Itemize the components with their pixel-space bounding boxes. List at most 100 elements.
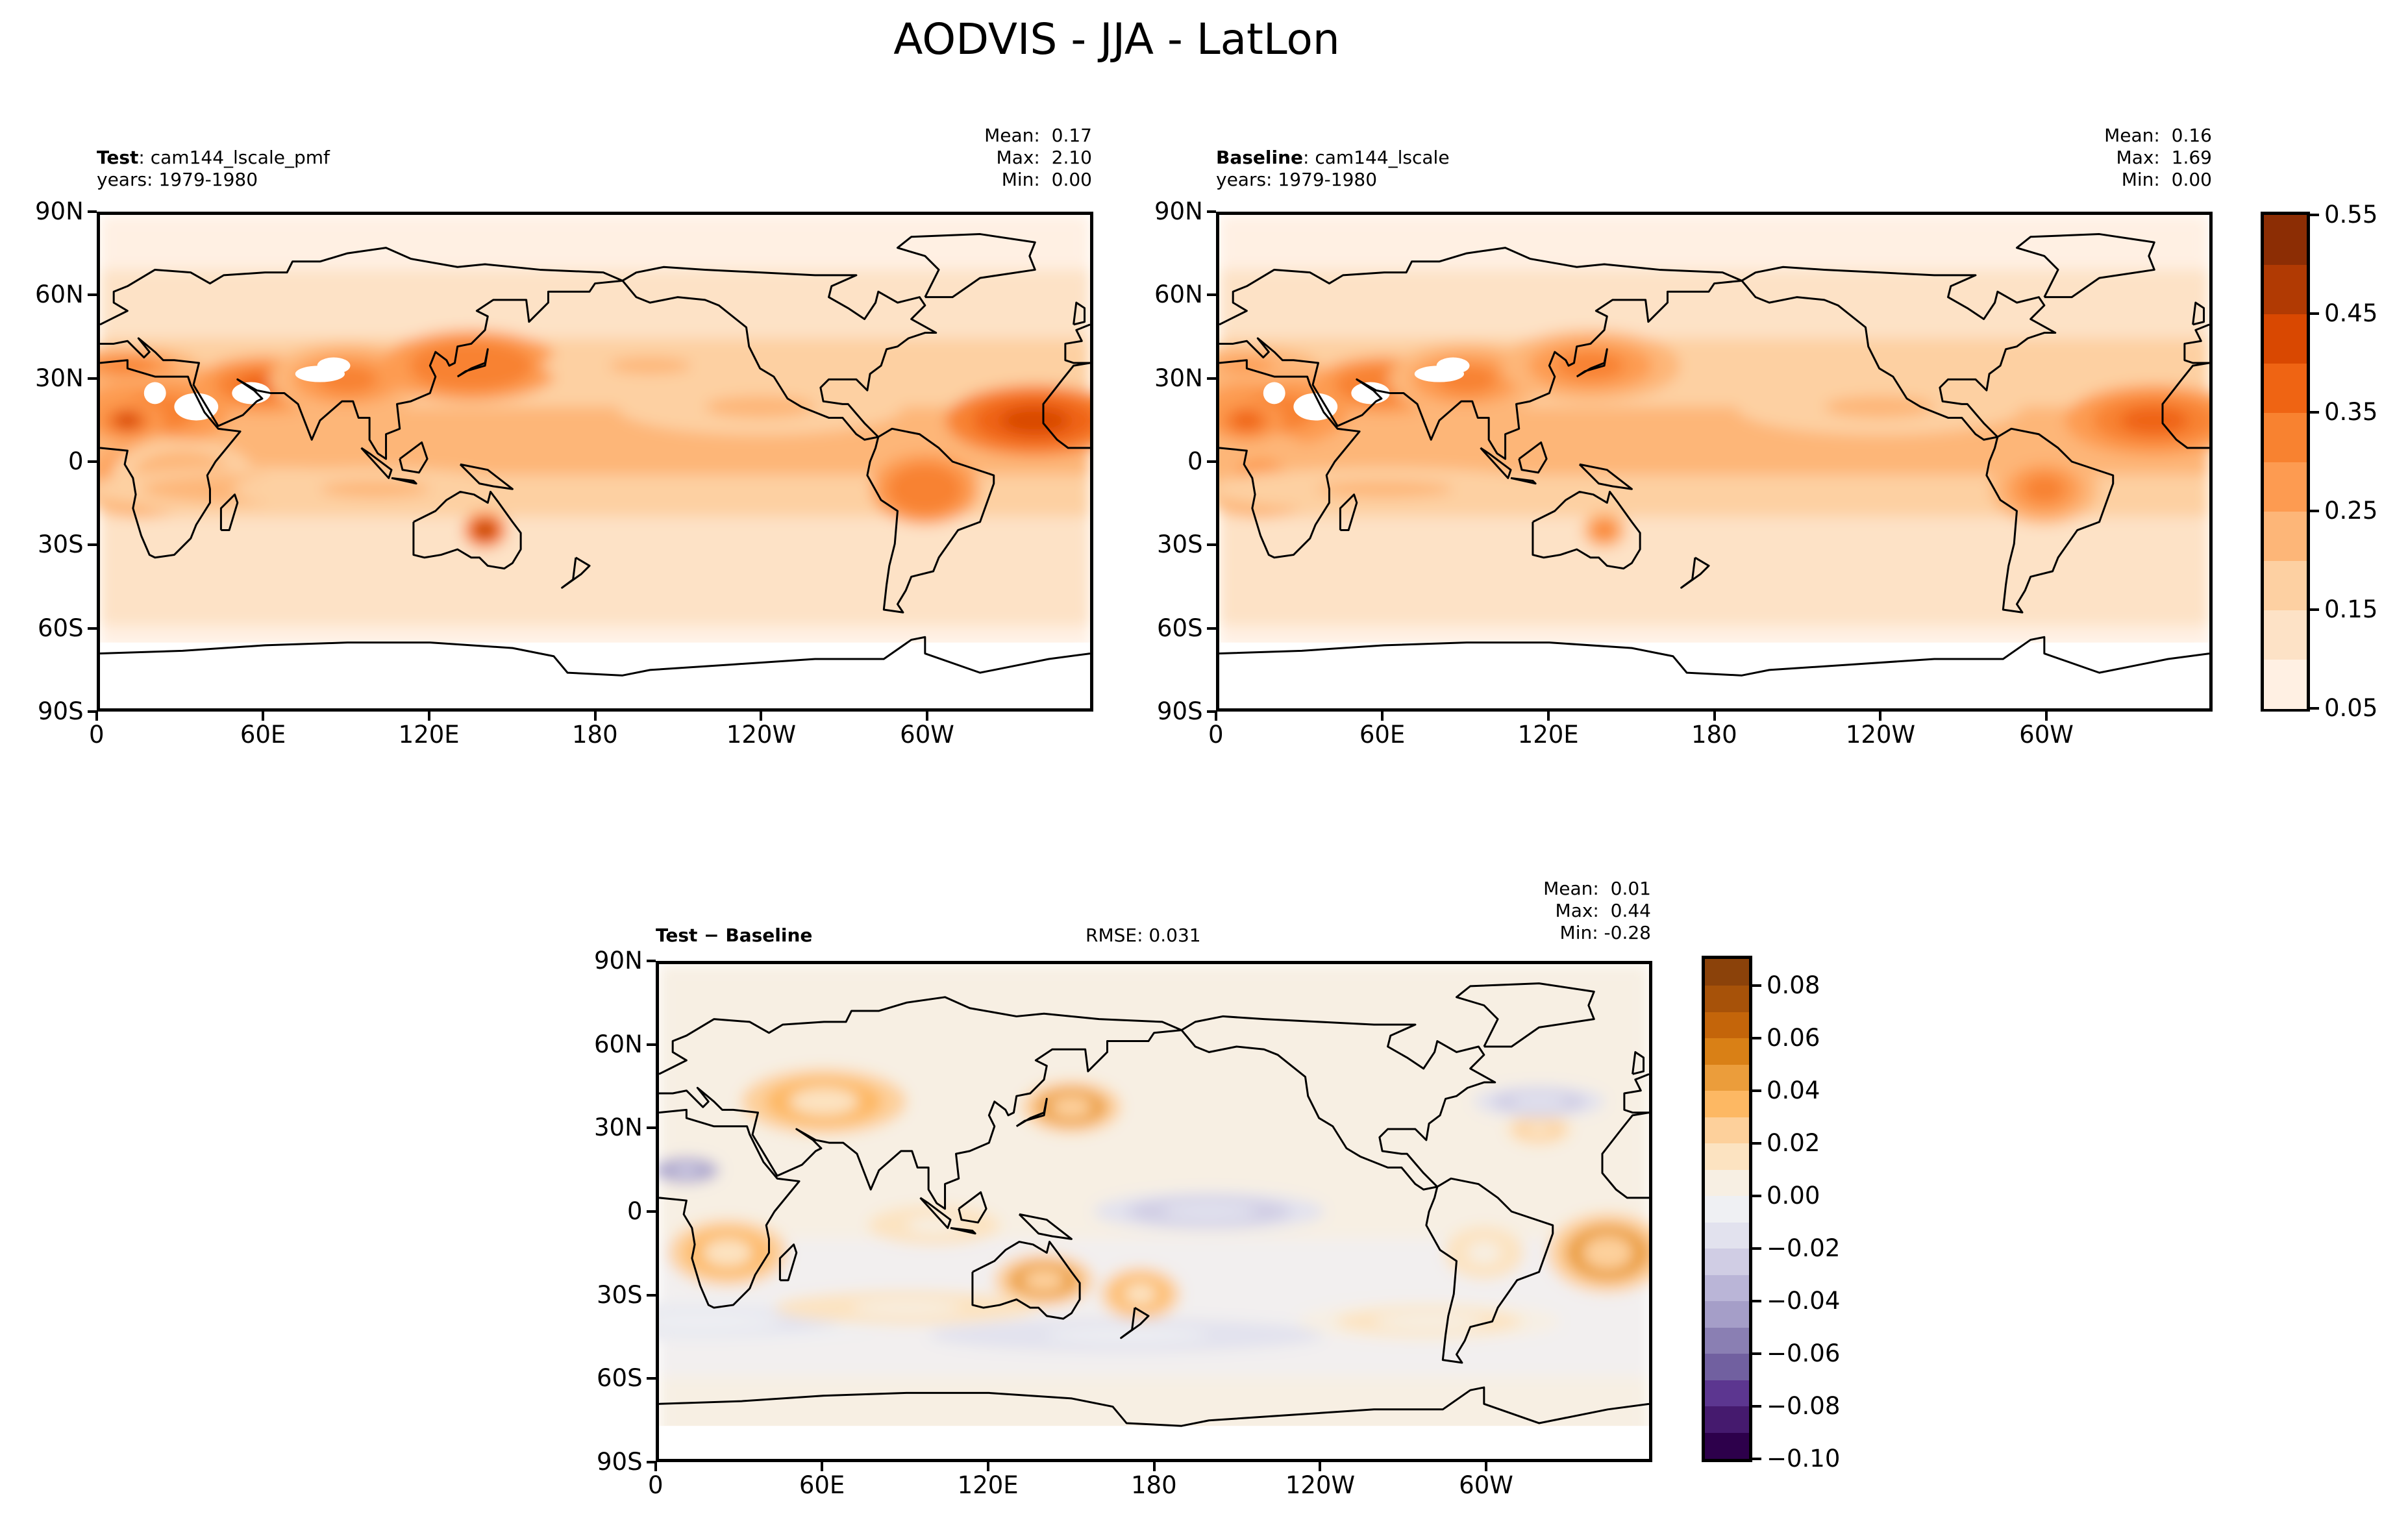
field-blob: [1467, 1241, 1501, 1264]
coastline: [1065, 325, 1090, 363]
coastline: [1511, 478, 1535, 483]
field-band: [1219, 516, 2209, 585]
y-tick-mark: [1207, 543, 1216, 547]
y-tick-label: 90N: [1154, 197, 1203, 225]
colorbar-tick-mark: [1752, 1194, 1761, 1197]
field-blob: [1233, 412, 1261, 429]
colorbar-tick-mark: [1752, 1299, 1761, 1302]
field-blob: [1525, 1122, 1553, 1136]
diff-min: Min: -0.28: [1559, 922, 1651, 943]
test-label: Test: cam144_lscale_pmf: [97, 147, 330, 169]
x-tick-label: 0: [1208, 721, 1224, 749]
colorbar-swatch: [1705, 1222, 1749, 1249]
colorbar-swatch: [1705, 1432, 1749, 1460]
x-tick-label: 120E: [957, 1471, 1019, 1499]
test-years: years: 1979-1980: [97, 169, 258, 190]
field-blob: [1374, 1313, 1484, 1330]
colorbar-tick-mark: [1752, 1247, 1761, 1250]
y-tick-mark: [88, 460, 97, 463]
x-tick-mark: [760, 712, 763, 721]
colorbar-swatch: [1705, 1380, 1749, 1407]
field-band: [100, 215, 1090, 270]
y-tick-label: 0: [68, 447, 84, 475]
field-band: [100, 585, 1090, 627]
coastline: [2193, 303, 2204, 325]
field-blob: [436, 352, 506, 380]
field-blob: [1023, 1269, 1065, 1291]
colorbar-swatch: [1705, 1012, 1749, 1039]
coastlines: [1219, 234, 2209, 676]
x-tick-mark: [2045, 712, 2048, 721]
x-tick-mark: [986, 1462, 989, 1471]
x-tick-mark: [261, 712, 264, 721]
coastline: [1580, 464, 1632, 489]
x-tick-label: 0: [89, 721, 105, 749]
coastline: [1219, 248, 1742, 459]
colorbar-swatch: [1705, 1090, 1749, 1117]
x-tick-label: 60E: [240, 721, 286, 749]
field-blob: [319, 480, 430, 497]
y-tick-mark: [1207, 627, 1216, 630]
coastline: [897, 234, 1035, 297]
x-tick-mark: [1380, 712, 1384, 721]
coastline: [1633, 1052, 1644, 1074]
test-field: [100, 215, 1090, 708]
colorbar-tick-mark: [1752, 1089, 1761, 1092]
coastline: [659, 997, 1182, 1209]
colorbar-tick-label: 0.05: [2324, 694, 2378, 722]
coastline: [414, 491, 521, 568]
test-mean: Mean: 0.17: [984, 125, 1092, 146]
y-tick-mark: [647, 1210, 656, 1213]
x-tick-mark: [1879, 712, 1882, 721]
colorbar-tick-label: 0.45: [2324, 299, 2378, 327]
field-blob: [904, 475, 946, 503]
colorbar-swatch: [1705, 1406, 1749, 1433]
field-blob: [1315, 480, 1454, 497]
test-stats: Mean: 0.17 Max: 2.10 Min: 0.00: [984, 125, 1092, 191]
y-tick-label: 60S: [1157, 614, 1203, 642]
coastline: [959, 1192, 986, 1223]
coastline: [1219, 360, 1359, 558]
y-tick-mark: [1207, 377, 1216, 380]
test-map-plot: [100, 215, 1090, 708]
y-tick-label: 60S: [38, 614, 84, 642]
colorbar-tick-mark: [2310, 411, 2319, 414]
colorbar-swatch: [2264, 412, 2307, 462]
field-band: [1219, 585, 2209, 627]
baseline-stats: Mean: 0.16 Max: 1.69 Min: 0.00: [2104, 125, 2212, 191]
y-tick-mark: [88, 293, 97, 297]
diff-map-axes: [656, 961, 1652, 1462]
baseline-map-plot: [1219, 215, 2209, 708]
coastline: [2185, 325, 2209, 363]
coastline: [1577, 349, 1607, 377]
baseline-min: Min: 0.00: [2121, 169, 2212, 190]
x-tick-mark: [427, 712, 430, 721]
x-tick-label: 60E: [1359, 721, 1406, 749]
field-blob: [659, 1313, 783, 1330]
missing-region: [232, 382, 271, 404]
diff-rmse: RMSE: 0.031: [1086, 925, 1201, 946]
field-blob: [789, 1088, 859, 1115]
coastline: [400, 442, 427, 472]
field-blob: [1511, 1095, 1567, 1109]
diff-mean: Mean: 0.01: [1543, 878, 1651, 899]
y-tick-label: 60N: [35, 280, 84, 309]
colorbar-tick-label: −0.04: [1767, 1286, 1841, 1315]
colorbar-swatch: [2264, 264, 2307, 314]
coastline: [2163, 363, 2209, 448]
coastlines: [659, 984, 1649, 1426]
diff-label-bold: Test − Baseline: [656, 925, 813, 946]
x-tick-label: 120W: [1845, 721, 1916, 749]
x-tick-mark: [1152, 1462, 1156, 1471]
field-blob: [704, 395, 815, 418]
field-blob: [2024, 475, 2065, 503]
colorbar-swatch: [2264, 215, 2307, 265]
test-label-bold: Test: [97, 147, 139, 168]
missing-region: [1219, 642, 2209, 708]
x-tick-mark: [820, 1462, 823, 1471]
field-blob: [851, 1300, 962, 1315]
coastline: [1533, 491, 1640, 568]
y-tick-label: 30S: [1157, 530, 1203, 559]
baseline-mean: Mean: 0.16: [2104, 125, 2212, 146]
colorbar-tick-label: 0.25: [2324, 497, 2378, 525]
